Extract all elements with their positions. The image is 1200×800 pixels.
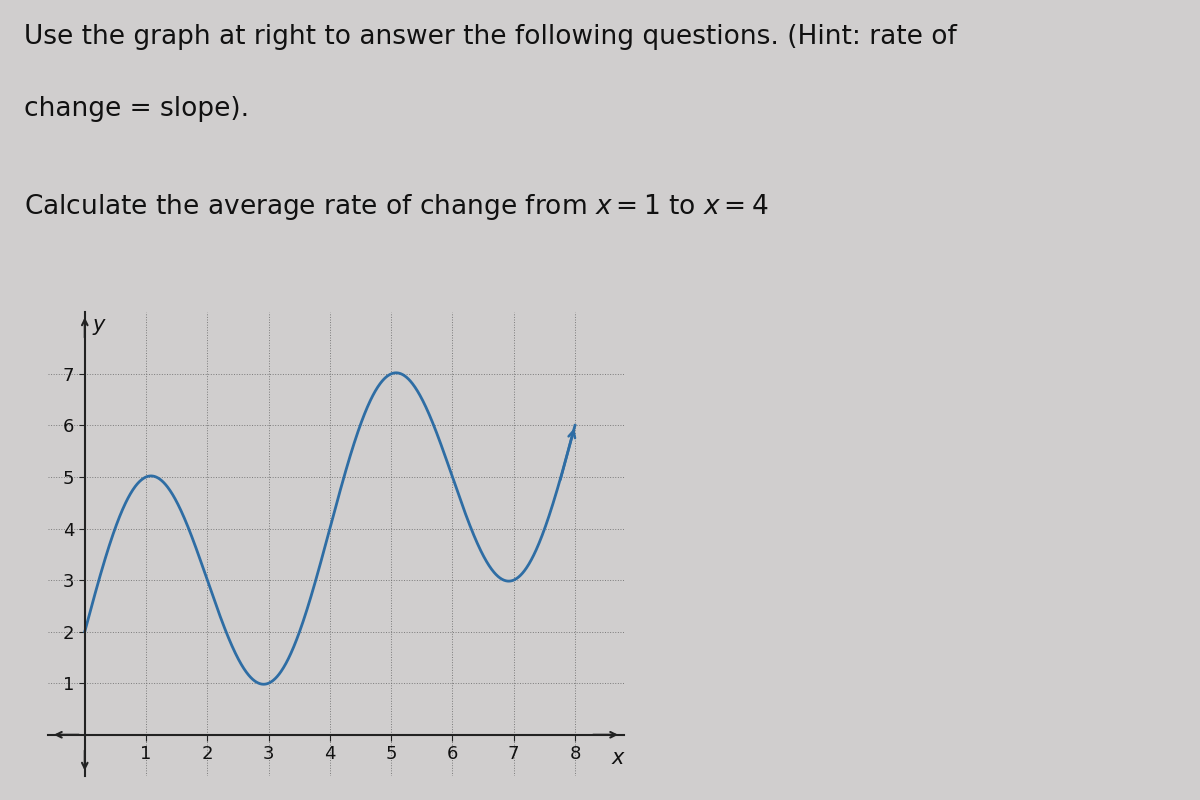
Text: Calculate the average rate of change from $x = 1$ to $x = 4$: Calculate the average rate of change fro… (24, 192, 768, 222)
Text: y: y (92, 315, 104, 335)
Text: x: x (612, 748, 624, 768)
Text: change = slope).: change = slope). (24, 96, 250, 122)
Text: Use the graph at right to answer the following questions. (Hint: rate of: Use the graph at right to answer the fol… (24, 24, 956, 50)
